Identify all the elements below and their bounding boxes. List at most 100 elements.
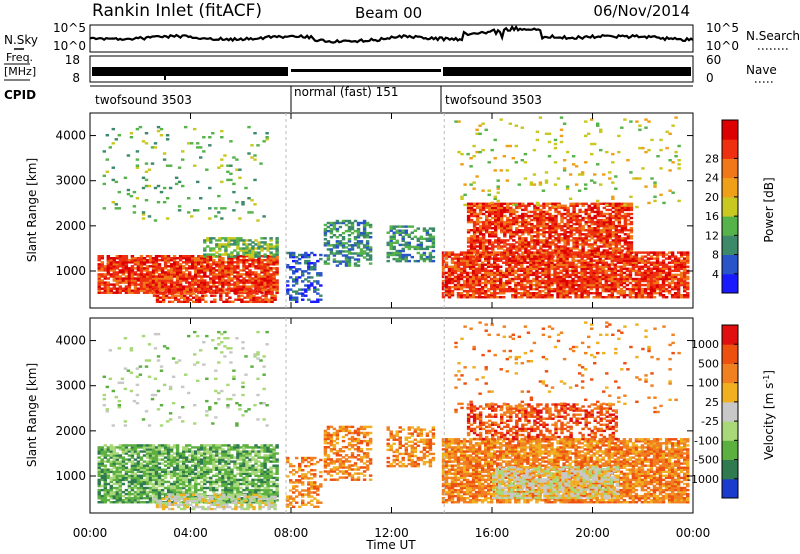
power-cell: [607, 285, 612, 289]
power-cell: [634, 296, 639, 299]
power-cell: [100, 269, 105, 272]
power-cell: [566, 237, 570, 240]
power-cell: [466, 220, 471, 224]
power-cell: [568, 273, 572, 277]
power-cell: [607, 263, 612, 266]
power-cell: [499, 169, 503, 172]
power-cell: [617, 206, 622, 210]
power-cell: [159, 190, 164, 194]
cpid-segment-3: twofsound 3503: [445, 93, 542, 107]
power-cell: [194, 261, 198, 264]
power-cell: [544, 273, 548, 277]
power-cell: [551, 202, 555, 206]
power-cell: [212, 275, 216, 278]
power-cell: [638, 128, 642, 132]
power-cell: [667, 267, 672, 271]
power-cell: [533, 210, 537, 214]
power-cell: [136, 265, 141, 268]
power-cell: [572, 206, 576, 210]
power-cell: [661, 285, 666, 289]
power-cell: [514, 296, 518, 299]
power-cell: [613, 267, 618, 271]
power-cell: [529, 271, 533, 275]
power-cell: [592, 271, 596, 275]
power-cell: [610, 275, 615, 279]
power-cell: [520, 287, 524, 291]
power-cell: [508, 144, 513, 148]
power-cell: [589, 287, 593, 291]
power-cell: [136, 275, 141, 278]
power-cell: [341, 254, 346, 257]
power-cell: [632, 177, 636, 180]
power-cell: [239, 247, 243, 250]
power-cell: [596, 231, 600, 234]
power-cell: [286, 290, 290, 293]
power-cell: [652, 261, 657, 264]
power-cell: [359, 221, 364, 225]
power-cell: [560, 218, 564, 222]
power-cell: [484, 275, 488, 279]
power-cell: [111, 166, 116, 169]
power-cell: [347, 219, 352, 223]
power-cell: [148, 257, 153, 260]
power-cell: [236, 283, 240, 286]
power-cell: [596, 229, 600, 232]
power-cell: [103, 289, 108, 292]
power-cell: [550, 273, 554, 277]
power-cell: [563, 241, 567, 244]
power-cell: [242, 263, 246, 266]
power-cell: [270, 300, 274, 304]
power-cell: [686, 296, 690, 299]
power-cell: [551, 214, 555, 218]
power-cell: [521, 216, 525, 220]
power-cell: [643, 251, 648, 254]
power-cell: [136, 279, 141, 282]
power-cell: [526, 273, 530, 277]
power-cell: [365, 231, 370, 235]
velocity-cell: [97, 492, 101, 496]
power-cell: [608, 224, 613, 228]
power-cell: [595, 294, 599, 297]
power-cell: [153, 146, 158, 149]
power-cell: [474, 279, 479, 283]
power-cell: [550, 253, 554, 256]
power-cell: [484, 271, 488, 275]
power-cell: [136, 283, 141, 286]
power-cell: [179, 300, 184, 304]
power-cell: [242, 257, 246, 260]
power-cell: [623, 212, 628, 216]
power-cell: [182, 273, 186, 276]
power-cell: [514, 257, 518, 260]
power-cell: [263, 275, 267, 278]
power-cell: [145, 275, 150, 278]
power-cell: [257, 257, 261, 260]
power-cell: [191, 263, 195, 266]
power-cell: [491, 245, 495, 248]
power-cell: [488, 206, 492, 210]
power-cell: [298, 253, 302, 257]
power-cell: [307, 286, 311, 289]
power-cell: [628, 296, 633, 299]
power-cell: [499, 281, 503, 285]
power-cell: [604, 279, 609, 283]
velocity-cell: [100, 472, 105, 476]
power-cell: [172, 263, 177, 266]
power-cell: [441, 275, 446, 279]
power-cell: [475, 202, 480, 206]
power-cell: [447, 287, 452, 291]
power-cell: [605, 243, 610, 246]
power-cell: [550, 279, 554, 283]
power-cell: [462, 294, 467, 297]
power-cell: [139, 283, 144, 286]
power-cell: [362, 219, 367, 223]
power-cell: [203, 249, 207, 252]
power-cell: [539, 204, 543, 208]
power-cell: [188, 255, 192, 258]
power-cell: [194, 273, 198, 276]
power-cell: [607, 267, 612, 271]
power-cell: [404, 257, 409, 261]
power-cell: [557, 235, 561, 238]
power-cell: [272, 261, 276, 264]
power-cell: [617, 208, 622, 212]
power-cell: [139, 287, 144, 290]
